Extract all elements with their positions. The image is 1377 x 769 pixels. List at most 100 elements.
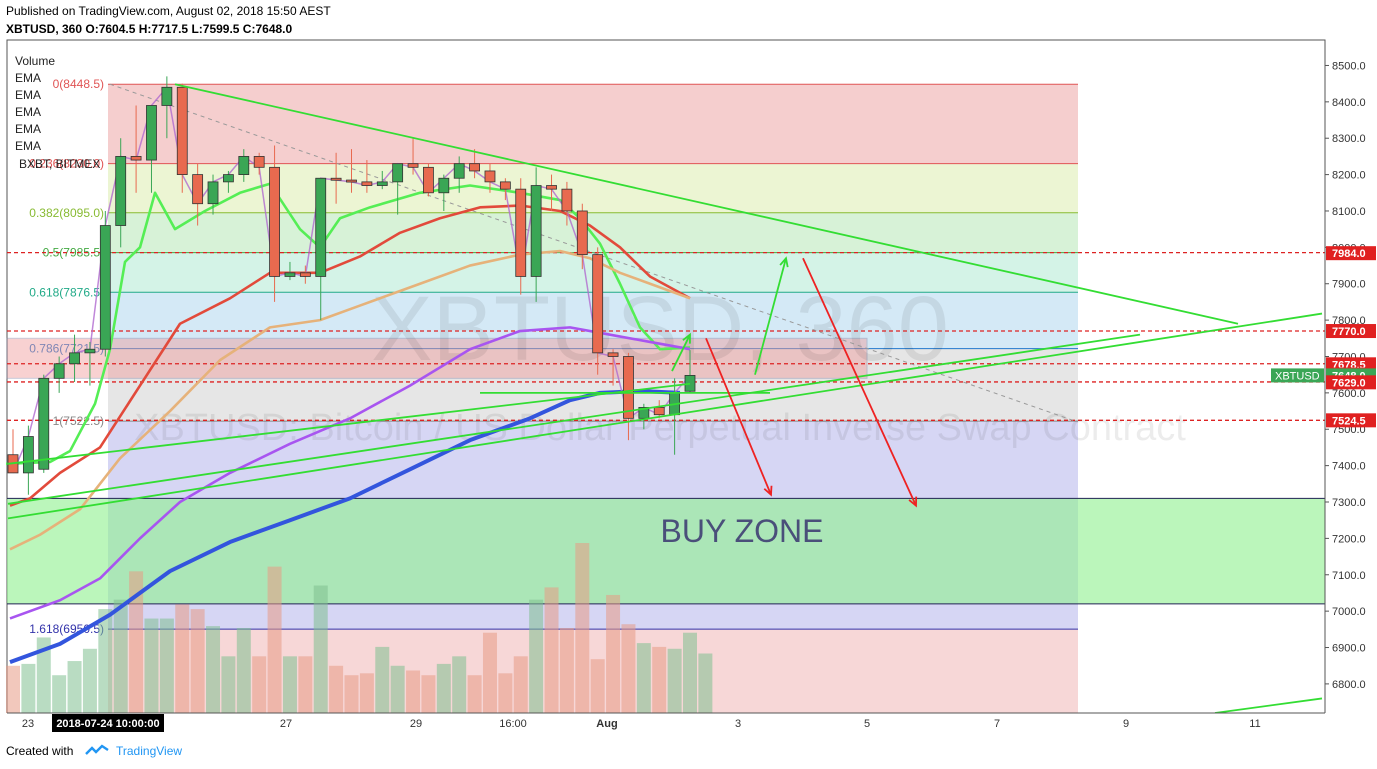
x-axis-tick-label: 27	[280, 718, 292, 730]
candle-body	[53, 363, 65, 379]
price-tag	[1326, 246, 1376, 261]
volume-bar	[67, 661, 82, 713]
price-tag-label: 7629.0	[1332, 377, 1366, 389]
volume-bar	[590, 659, 605, 713]
x-axis-tick-label: 7	[994, 718, 1000, 730]
candle-body	[299, 272, 311, 277]
x-axis-tick-label: 3	[735, 718, 741, 730]
candle-body	[284, 272, 296, 277]
fib-level-label: 1(7522.5)	[53, 414, 104, 428]
candle-body	[330, 177, 342, 181]
trend-line	[174, 83, 1239, 325]
x-axis-tick-label: 11	[1249, 718, 1260, 730]
price-tag-label: 7984.0	[1332, 248, 1366, 260]
volume-bar	[175, 604, 190, 713]
x-axis-panel	[0, 713, 1377, 735]
y-axis-tick-label: 8400.0	[1332, 97, 1366, 109]
y-axis-tick-label: 6900.0	[1332, 643, 1366, 655]
indicator-legend-item: Volume	[15, 54, 55, 68]
fib-level-label: 0.236(8230.0)	[29, 157, 104, 171]
volume-bar	[652, 646, 667, 713]
buy-zone-label: BUY ZONE	[661, 513, 824, 549]
volume-bar	[529, 599, 544, 713]
price-tag	[1326, 375, 1376, 390]
candle-body	[592, 254, 604, 354]
y-axis-tick-label: 7000.0	[1332, 606, 1366, 618]
volume-bar	[667, 648, 682, 713]
candle-body	[22, 436, 34, 474]
y-axis-tick-label: 7400.0	[1332, 461, 1366, 473]
candle-body	[253, 156, 265, 168]
x-axis-tick-label: 29	[410, 718, 422, 730]
candle-body	[423, 166, 434, 194]
volume-bar	[636, 643, 651, 713]
price-tag-label: 7524.5	[1332, 415, 1366, 427]
candle-body	[223, 174, 234, 183]
x-axis-tick-label: 23	[22, 718, 34, 730]
candle-body	[115, 156, 127, 226]
volume-bar	[482, 632, 497, 713]
volume-bar	[282, 656, 297, 713]
volume-bar	[267, 566, 282, 713]
candle-body	[69, 352, 80, 365]
trend-line	[7, 333, 1141, 505]
candle-body	[146, 105, 157, 161]
candle-body	[376, 181, 388, 186]
volume-bar	[344, 675, 359, 713]
fib-level-label: 0.382(8095.0)	[29, 206, 104, 220]
candle-body	[499, 181, 511, 190]
red-arrow	[705, 337, 772, 496]
red-arrow-head	[763, 485, 773, 497]
volume-bar	[406, 670, 421, 713]
candle-body	[161, 86, 173, 106]
price-tag-label: 7770.0	[1332, 326, 1366, 338]
crosshair-time-box	[52, 714, 164, 732]
candle-body	[269, 166, 280, 277]
volume-bar	[313, 585, 328, 713]
indicator-legend-item: EMA	[15, 88, 41, 102]
tradingview-link[interactable]: TradingView	[116, 744, 183, 758]
candle-body	[176, 86, 188, 175]
volume-bar	[129, 571, 144, 713]
candle-body	[315, 177, 327, 277]
red-arrow-head	[908, 496, 918, 508]
candle-body	[238, 156, 250, 176]
volume-bar	[606, 594, 621, 713]
volume-bar	[21, 663, 36, 713]
buy-zone-rect	[7, 498, 1325, 604]
candle-body	[438, 177, 450, 194]
volume-bar	[159, 618, 174, 713]
candle-body	[561, 188, 573, 212]
tradingview-logo-icon[interactable]	[84, 744, 110, 758]
x-axis-tick-label: Aug	[596, 718, 617, 730]
y-axis-tick-label: 6800.0	[1332, 679, 1366, 691]
candle-body	[453, 163, 465, 179]
volume-bar	[698, 653, 713, 713]
candle-body	[684, 375, 696, 392]
volume-bar	[575, 543, 590, 713]
green-arrow	[754, 258, 787, 375]
volume-bar	[559, 628, 574, 713]
volume-bar	[190, 609, 205, 713]
volume-bar	[452, 656, 467, 713]
volume-bar	[82, 648, 97, 713]
volume-bar	[144, 618, 159, 713]
y-axis-tick-label: 7900.0	[1332, 279, 1366, 291]
candle-body	[346, 179, 357, 183]
red-arrow	[802, 257, 917, 507]
fib-zone	[108, 84, 1078, 164]
y-axis-tick-label: 7600.0	[1332, 388, 1366, 400]
volume-bar	[513, 656, 528, 713]
indicator-legend-item: EMA	[15, 139, 41, 153]
volume-bar	[329, 665, 344, 713]
y-axis-tick-label: 8300.0	[1332, 133, 1366, 145]
volume-bar	[683, 632, 697, 713]
candle-body	[84, 348, 96, 354]
created-with-label: Created with	[6, 744, 74, 758]
candle-body	[623, 356, 634, 419]
volume-bar	[544, 587, 559, 713]
volume-bar	[206, 626, 221, 713]
x-axis-tick-label: 5	[864, 718, 870, 730]
candle-body	[546, 185, 557, 190]
